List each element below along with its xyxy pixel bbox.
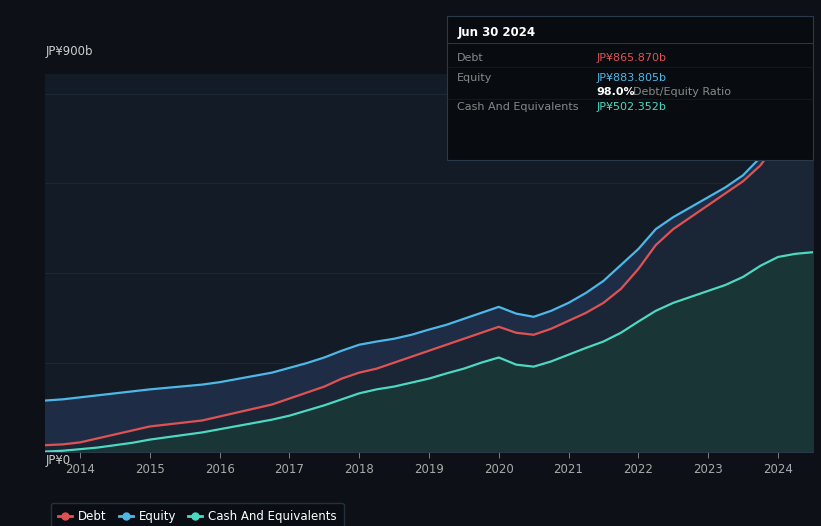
Text: Equity: Equity (457, 73, 493, 83)
Text: Cash And Equivalents: Cash And Equivalents (457, 102, 579, 113)
Legend: Debt, Equity, Cash And Equivalents: Debt, Equity, Cash And Equivalents (51, 503, 344, 526)
Text: Debt/Equity Ratio: Debt/Equity Ratio (633, 86, 731, 97)
Text: JP¥883.805b: JP¥883.805b (597, 73, 667, 83)
Text: JP¥0: JP¥0 (45, 454, 71, 467)
Text: 98.0%: 98.0% (597, 86, 635, 97)
Text: JP¥865.870b: JP¥865.870b (597, 53, 667, 63)
Text: Debt: Debt (457, 53, 484, 63)
Text: Jun 30 2024: Jun 30 2024 (457, 26, 535, 39)
Text: JP¥900b: JP¥900b (45, 45, 93, 58)
Text: JP¥502.352b: JP¥502.352b (597, 102, 667, 113)
